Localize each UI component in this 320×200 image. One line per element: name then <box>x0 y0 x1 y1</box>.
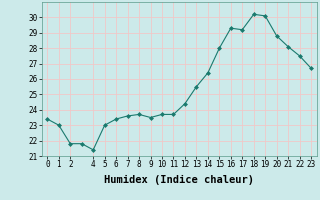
X-axis label: Humidex (Indice chaleur): Humidex (Indice chaleur) <box>104 175 254 185</box>
